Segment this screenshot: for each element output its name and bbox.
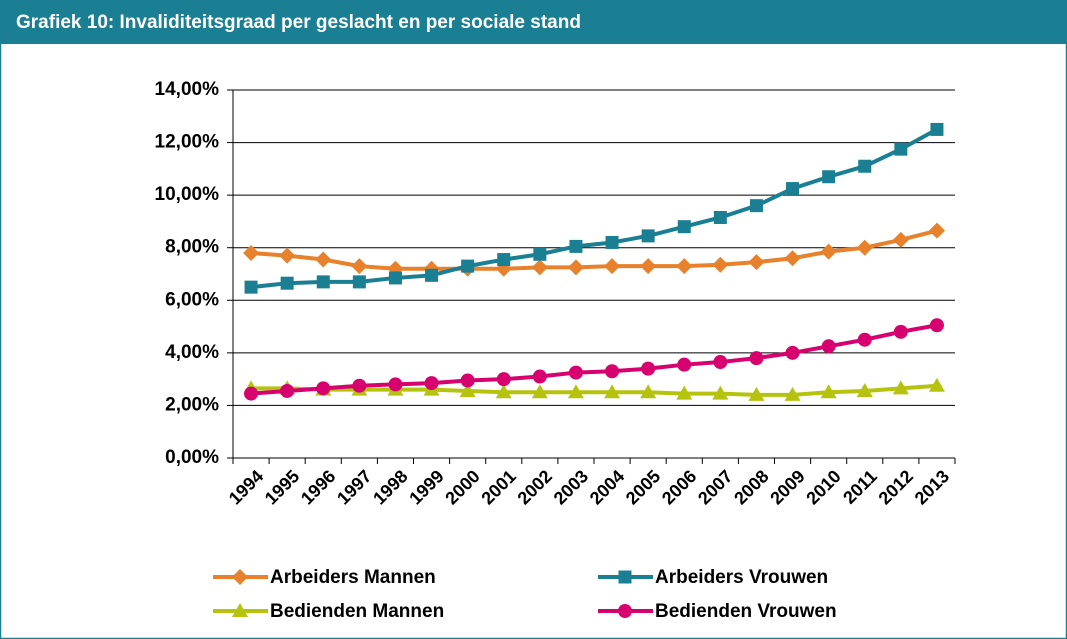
marker <box>748 386 765 401</box>
marker <box>640 384 657 399</box>
y-tick-label: 12,00% <box>155 132 220 153</box>
marker <box>425 268 439 282</box>
marker <box>676 385 693 400</box>
y-tick-label: 10,00% <box>155 184 220 205</box>
chart-title: Grafiek 10: Invaliditeitsgraad per gesla… <box>16 12 581 33</box>
marker <box>928 222 945 239</box>
y-tick-label: 8,00% <box>165 237 219 258</box>
legend-label: Bedienden Mannen <box>270 601 444 622</box>
marker <box>748 254 765 271</box>
marker <box>677 357 692 372</box>
marker <box>352 378 367 393</box>
marker <box>351 258 368 275</box>
marker <box>316 275 330 289</box>
marker <box>712 385 729 400</box>
marker <box>497 253 511 267</box>
marker <box>641 361 656 376</box>
marker <box>749 199 763 213</box>
marker <box>893 324 908 339</box>
legend-marker <box>618 604 632 618</box>
marker <box>604 258 621 275</box>
y-tick-label: 4,00% <box>165 342 219 363</box>
series-line <box>251 383 938 397</box>
marker <box>892 380 909 395</box>
marker <box>749 351 764 366</box>
marker <box>786 182 800 196</box>
marker <box>928 377 945 392</box>
marker <box>495 384 512 399</box>
marker <box>894 142 908 156</box>
marker <box>280 276 294 290</box>
legend-marker <box>232 569 248 585</box>
marker <box>424 376 439 391</box>
marker <box>820 384 837 399</box>
y-tick-label: 0,00% <box>165 447 219 468</box>
marker <box>532 369 547 384</box>
marker <box>388 377 403 392</box>
marker <box>712 256 729 273</box>
marker <box>857 332 872 347</box>
legend-marker <box>232 603 248 617</box>
marker <box>243 244 260 261</box>
marker <box>280 383 295 398</box>
marker <box>676 258 693 275</box>
marker <box>640 258 657 275</box>
y-tick-label: 2,00% <box>165 394 219 415</box>
marker <box>677 220 691 234</box>
marker <box>641 229 655 243</box>
y-tick-label: 14,00% <box>155 79 220 100</box>
marker <box>244 280 258 294</box>
marker <box>821 339 836 354</box>
marker <box>388 271 402 285</box>
marker <box>784 386 801 401</box>
marker <box>316 381 331 396</box>
legend-label: Arbeiders Mannen <box>270 567 436 588</box>
marker <box>892 231 909 248</box>
marker <box>605 364 620 379</box>
marker <box>785 345 800 360</box>
marker <box>531 384 548 399</box>
marker <box>315 251 332 268</box>
marker <box>784 250 801 267</box>
marker <box>713 355 728 370</box>
marker <box>567 384 584 399</box>
marker <box>459 382 476 397</box>
marker <box>856 382 873 397</box>
marker <box>244 386 259 401</box>
marker <box>533 247 547 261</box>
marker <box>568 365 583 380</box>
marker <box>352 275 366 289</box>
marker <box>858 159 872 173</box>
marker <box>496 372 511 387</box>
marker <box>279 247 296 264</box>
marker <box>461 259 475 273</box>
marker <box>531 259 548 276</box>
y-tick-label: 6,00% <box>165 289 219 310</box>
marker <box>930 122 944 136</box>
marker <box>605 235 619 249</box>
marker <box>820 243 837 260</box>
marker <box>856 239 873 256</box>
marker <box>569 239 583 253</box>
marker <box>929 318 944 333</box>
marker <box>460 373 475 388</box>
legend-marker <box>618 570 632 584</box>
header-bar <box>0 0 1067 44</box>
legend-label: Bedienden Vrouwen <box>655 601 837 622</box>
legend-label: Arbeiders Vrouwen <box>655 567 828 588</box>
marker <box>822 170 836 184</box>
marker <box>604 384 621 399</box>
marker <box>567 259 584 276</box>
marker <box>713 210 727 224</box>
